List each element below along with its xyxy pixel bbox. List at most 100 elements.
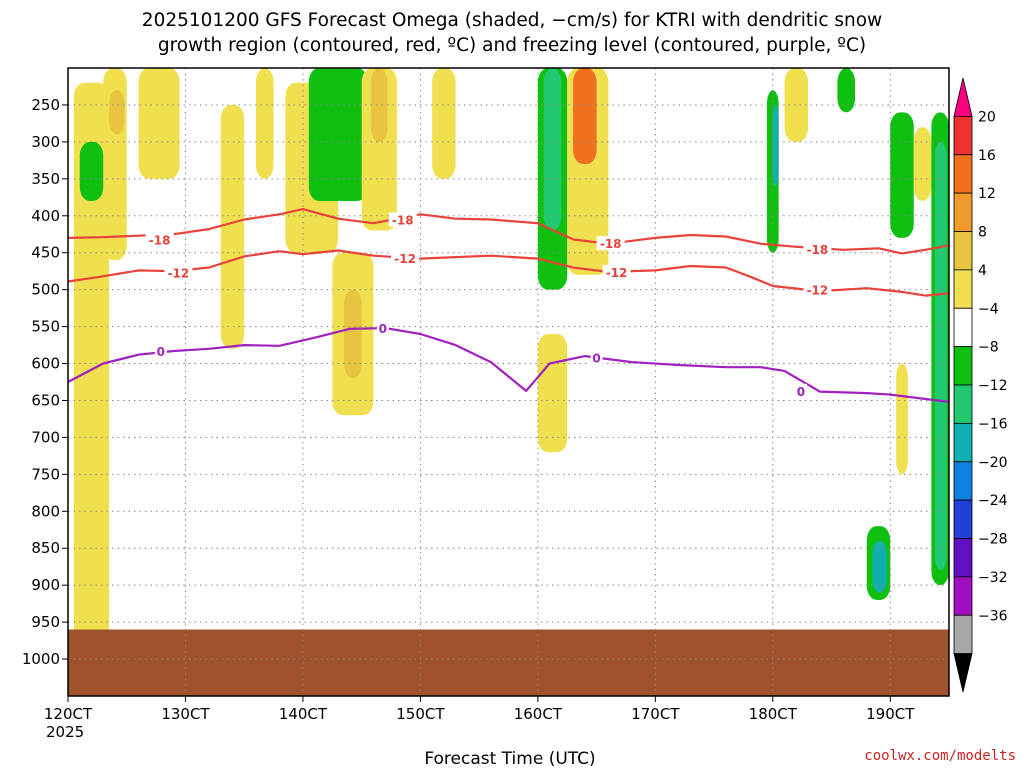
contour-label-bg-11: [794, 383, 807, 398]
colorbar-label-8: −16: [978, 416, 1008, 432]
contour-label-bg-4: [164, 265, 193, 280]
omega-region-6: [255, 68, 274, 179]
colorbar-swatch-8: [953, 384, 973, 424]
omega-region-0: [73, 82, 110, 660]
y-tick-label-250: 250: [31, 96, 60, 114]
colorbar-swatch-13: [953, 576, 973, 616]
colorbar-swatch-1: [953, 115, 973, 156]
contour-label-bg-7: [803, 282, 832, 297]
omega-region-20: [772, 104, 779, 187]
omega-region-8: [308, 68, 368, 201]
y-tick-label-450: 450: [31, 244, 60, 262]
ground-layer: [68, 629, 949, 696]
colorbar-swatch-4: [953, 231, 973, 271]
contour-label-bg-10: [590, 350, 603, 365]
colorbar-label-1: 16: [978, 148, 996, 164]
contour-label-6: -12: [606, 266, 628, 280]
colorbar-swatch-6: [953, 307, 973, 348]
x-axis-ticks: 120CT 130CT 140CT 150CT 160CT 170CT 180CT 190CT: [44, 696, 915, 723]
contour-label-bg-8: [154, 343, 167, 358]
colorbar-cap-bottom: [953, 653, 973, 693]
contours: [67, 208, 950, 403]
omega-shading: [73, 68, 949, 660]
omega-region-24: [913, 127, 932, 201]
y-tick-label-350: 350: [31, 170, 60, 188]
y-tick-label-650: 650: [31, 391, 60, 409]
omega-region-13: [432, 68, 456, 179]
contour-label-bg-9: [376, 321, 389, 336]
contour-label-bg-0: [145, 232, 174, 247]
omega-region-4: [138, 68, 180, 179]
colorbar-swatch-2: [953, 154, 973, 194]
contour-label-bg-5: [391, 250, 420, 265]
grid: [68, 68, 949, 696]
contour-labels: -18 -18 -18 -18 -12 -12 -12 -12 0 0 0 0: [145, 212, 832, 399]
colorbar-swatch-5: [953, 269, 973, 309]
contour-label-4: -12: [168, 267, 190, 281]
omega-region-11: [361, 68, 397, 231]
colorbar-label-10: −24: [978, 493, 1008, 509]
colorbar-swatch-3: [953, 192, 973, 232]
chart-title-line-1: 2025101200 GFS Forecast Omega (shaded, −…: [142, 10, 882, 31]
contour-label-bg-1: [388, 212, 417, 227]
contour-label-bg-3: [803, 242, 832, 257]
x-axis-year: 2025: [46, 723, 84, 741]
omega-region-18: [537, 333, 568, 453]
contour-label-2: -18: [600, 237, 622, 251]
omega-region-2: [109, 90, 125, 135]
y-tick-label-500: 500: [31, 281, 60, 299]
x-tick-label-3: 150CT: [396, 705, 445, 723]
omega-region-26: [934, 141, 947, 571]
chart-title-line-2: growth region (contoured, red, ºC) and f…: [158, 35, 866, 56]
ground-fill: [68, 629, 949, 696]
y-axis-ticks: 250 300 350 400 450 500 550 600 650 700 750 800 850 9…: [22, 96, 68, 668]
contour-label-11: 0: [797, 385, 805, 399]
y-tick-label-700: 700: [31, 428, 60, 446]
colorbar-label-11: −28: [978, 532, 1008, 548]
contour-label-0: -18: [149, 233, 171, 247]
y-tick-label-900: 900: [31, 576, 60, 594]
omega-region-17: [573, 68, 597, 165]
colorbar-label-4: 4: [978, 263, 987, 279]
omega-region-21: [784, 68, 809, 142]
colorbar: 20 16 12 8 4 −4 −8 −12 −16 −20 −24 −28 −32 −36: [953, 77, 1008, 693]
contour-label-1: -18: [392, 213, 414, 227]
colorbar-label-3: 8: [978, 225, 987, 241]
contour-label-3: -18: [807, 243, 829, 257]
y-tick-label-400: 400: [31, 207, 60, 225]
omega-region-23: [890, 112, 914, 238]
contour-dgz-0: [67, 208, 950, 255]
omega-region-5: [220, 104, 245, 349]
colorbar-cap-top: [953, 77, 973, 117]
colorbar-label-5: −4: [978, 301, 999, 317]
colorbar-swatch-12: [953, 538, 973, 578]
x-axis-label: Forecast Time (UTC): [424, 749, 595, 768]
y-tick-label-600: 600: [31, 355, 60, 373]
omega-region-22: [837, 68, 856, 113]
credit-text: coolwx.com/modelts: [864, 748, 1016, 764]
colorbar-label-7: −12: [978, 378, 1008, 394]
colorbar-label-12: −32: [978, 570, 1008, 586]
contour-label-10: 0: [592, 352, 600, 366]
colorbar-label-0: 20: [978, 109, 996, 125]
x-tick-label-4: 160CT: [514, 705, 563, 723]
contour-freezing-2: [67, 327, 950, 403]
omega-region-29: [896, 363, 908, 475]
x-tick-label-5: 170CT: [631, 705, 680, 723]
y-tick-label-800: 800: [31, 502, 60, 520]
y-tick-label-1000: 1000: [22, 650, 60, 668]
y-tick-label-950: 950: [31, 613, 60, 631]
colorbar-swatch-10: [953, 461, 973, 501]
omega-region-28: [872, 540, 887, 593]
y-tick-label-750: 750: [31, 465, 60, 483]
omega-region-15: [543, 68, 562, 231]
contour-label-bg-6: [602, 264, 631, 279]
colorbar-swatch-9: [953, 422, 973, 463]
x-tick-label-7: 190CT: [866, 705, 915, 723]
x-tick-label-1: 130CT: [161, 705, 210, 723]
colorbar-label-13: −36: [978, 608, 1008, 624]
omega-region-3: [79, 141, 104, 201]
colorbar-label-9: −20: [978, 455, 1008, 471]
contour-label-5: -12: [394, 252, 416, 266]
